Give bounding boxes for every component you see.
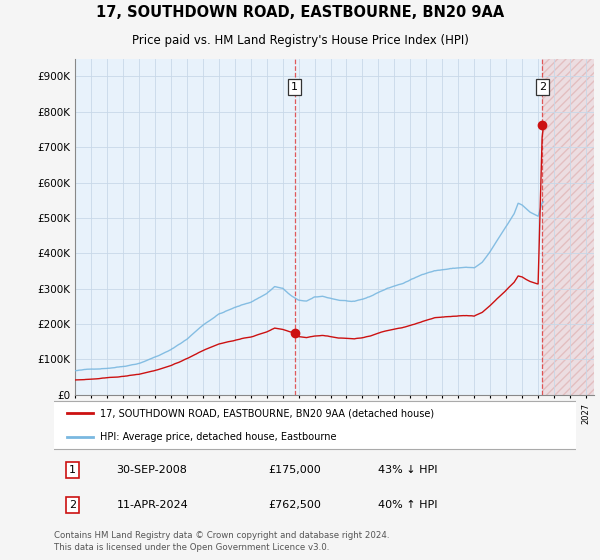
Text: £762,500: £762,500 <box>268 500 321 510</box>
Text: 17, SOUTHDOWN ROAD, EASTBOURNE, BN20 9AA (detached house): 17, SOUTHDOWN ROAD, EASTBOURNE, BN20 9AA… <box>100 408 434 418</box>
Text: Price paid vs. HM Land Registry's House Price Index (HPI): Price paid vs. HM Land Registry's House … <box>131 34 469 47</box>
Text: 1: 1 <box>69 465 76 475</box>
Text: 40% ↑ HPI: 40% ↑ HPI <box>377 500 437 510</box>
Text: 43% ↓ HPI: 43% ↓ HPI <box>377 465 437 475</box>
Text: 17, SOUTHDOWN ROAD, EASTBOURNE, BN20 9AA: 17, SOUTHDOWN ROAD, EASTBOURNE, BN20 9AA <box>96 5 504 20</box>
Text: 2: 2 <box>539 82 546 92</box>
Text: HPI: Average price, detached house, Eastbourne: HPI: Average price, detached house, East… <box>100 432 337 442</box>
Text: 2: 2 <box>69 500 76 510</box>
Bar <box>542 59 594 395</box>
FancyBboxPatch shape <box>52 401 578 449</box>
Text: 30-SEP-2008: 30-SEP-2008 <box>116 465 188 475</box>
Text: £175,000: £175,000 <box>268 465 321 475</box>
Text: Contains HM Land Registry data © Crown copyright and database right 2024.
This d: Contains HM Land Registry data © Crown c… <box>54 531 389 552</box>
Bar <box>542 59 594 395</box>
Text: 11-APR-2024: 11-APR-2024 <box>116 500 188 510</box>
Text: 1: 1 <box>291 82 298 92</box>
